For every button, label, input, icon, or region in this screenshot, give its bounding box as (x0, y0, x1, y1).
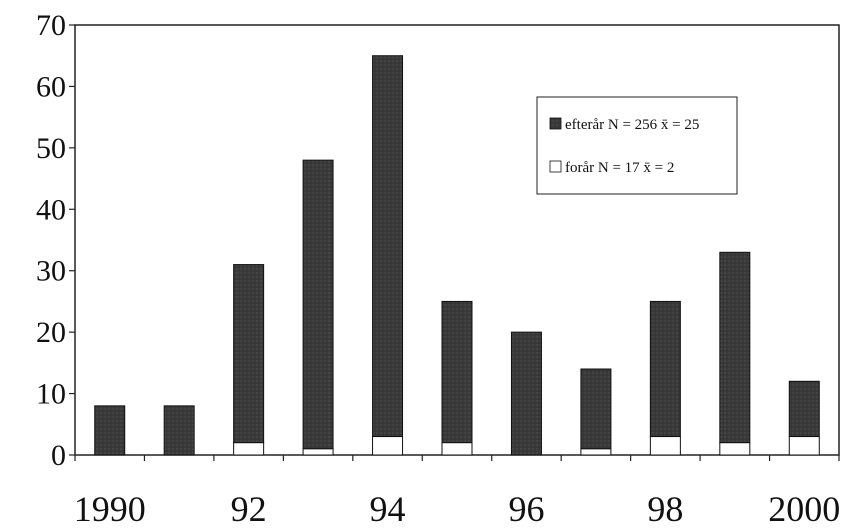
bar-efterar-1991 (163, 405, 195, 456)
legend-swatch-forar (549, 160, 562, 173)
x-tick-label: 92 (231, 489, 267, 528)
bar-forar-1994 (372, 436, 404, 456)
y-tick-label: 60 (36, 70, 66, 103)
y-axis: 0 10 20 30 40 50 60 70 (36, 9, 75, 472)
y-tick-label: 70 (36, 9, 66, 42)
bar-forar-1992 (233, 442, 265, 456)
y-tick-label: 30 (36, 255, 66, 288)
legend-box (536, 96, 738, 195)
x-axis: 1990 92 94 96 98 2000 (74, 455, 840, 528)
y-tick-label: 20 (36, 316, 66, 349)
bar-forar-1999 (719, 442, 751, 456)
bar-efterar-1993 (302, 159, 334, 450)
bar-forar-1995 (441, 442, 473, 456)
y-tick-label: 40 (36, 193, 66, 226)
bar-efterar-2000 (788, 380, 820, 438)
bar-forar-1997 (580, 448, 612, 456)
x-tick-label: 2000 (768, 489, 840, 528)
x-tick-label: 98 (647, 489, 683, 528)
bar-forar-1998 (649, 436, 681, 456)
bar-efterar-1990 (94, 405, 126, 456)
legend-label-efterar: efterår N = 256 x̄ = 25 (565, 117, 699, 133)
bar-forar-2000 (788, 436, 820, 456)
y-tick-label: 0 (51, 439, 66, 472)
legend-label-forar: forår N = 17 x̄ = 2 (565, 160, 674, 176)
legend-swatch-efterar (549, 117, 562, 130)
y-tick-label: 10 (36, 378, 66, 411)
bars-group (94, 55, 820, 456)
legend: efterår N = 256 x̄ = 25 forår N = 17 x̄ … (536, 96, 738, 195)
x-tick-label: 96 (508, 489, 544, 528)
bar-efterar-1997 (580, 368, 612, 450)
bar-efterar-1998 (649, 300, 681, 438)
y-tick-label: 50 (36, 132, 66, 165)
x-tick-label: 1990 (74, 489, 146, 528)
bar-efterar-1995 (441, 300, 473, 444)
x-tick-label: 94 (370, 489, 406, 528)
bar-efterar-1992 (233, 264, 265, 444)
bar-forar-1993 (302, 448, 334, 456)
bar-efterar-1994 (372, 55, 404, 438)
bar-efterar-1999 (719, 251, 751, 444)
bar-efterar-1996 (510, 331, 542, 456)
